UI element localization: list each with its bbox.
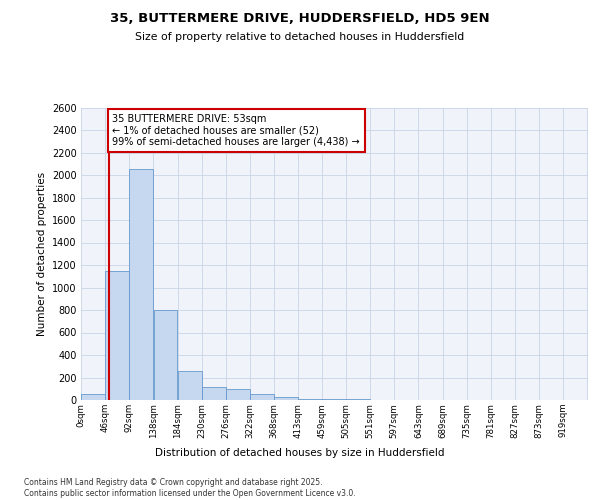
Bar <box>154 310 178 400</box>
Bar <box>274 396 298 400</box>
Text: Contains HM Land Registry data © Crown copyright and database right 2025.
Contai: Contains HM Land Registry data © Crown c… <box>24 478 356 498</box>
Bar <box>298 399 322 400</box>
Bar <box>105 270 129 400</box>
Text: Distribution of detached houses by size in Huddersfield: Distribution of detached houses by size … <box>155 448 445 458</box>
Bar <box>81 394 105 400</box>
Text: Size of property relative to detached houses in Huddersfield: Size of property relative to detached ho… <box>136 32 464 42</box>
Bar <box>250 394 274 400</box>
Bar <box>130 170 153 400</box>
Y-axis label: Number of detached properties: Number of detached properties <box>37 172 47 336</box>
Text: 35, BUTTERMERE DRIVE, HUDDERSFIELD, HD5 9EN: 35, BUTTERMERE DRIVE, HUDDERSFIELD, HD5 … <box>110 12 490 26</box>
Bar <box>202 386 226 400</box>
Bar <box>178 371 202 400</box>
Text: 35 BUTTERMERE DRIVE: 53sqm
← 1% of detached houses are smaller (52)
99% of semi-: 35 BUTTERMERE DRIVE: 53sqm ← 1% of detac… <box>112 114 360 148</box>
Bar <box>226 389 250 400</box>
Bar <box>322 399 346 400</box>
